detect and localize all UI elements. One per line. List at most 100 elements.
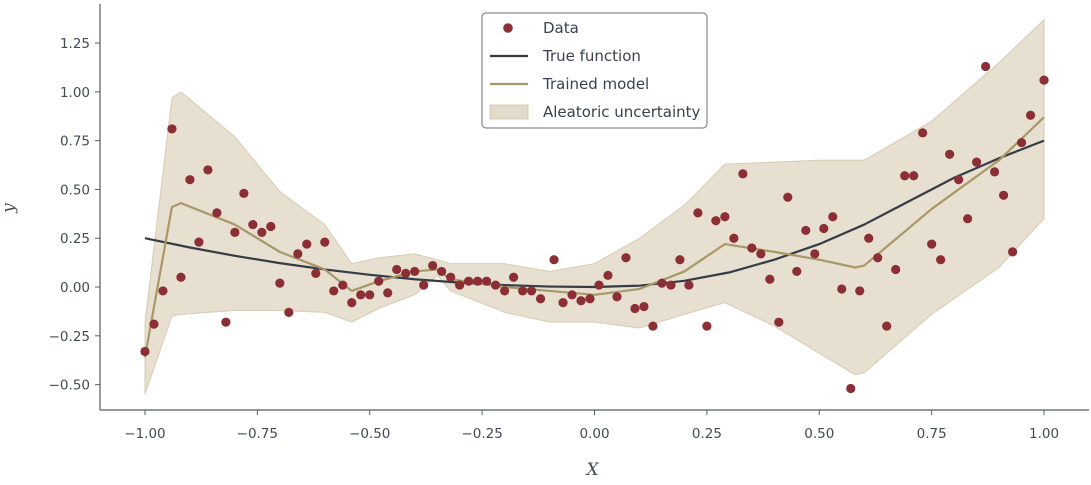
data-point [329,286,339,296]
true-function-line [144,139,1045,289]
data-point [266,221,276,232]
data-point [585,294,595,304]
data-point [998,190,1009,200]
data-point [293,249,303,259]
legend-box [481,12,708,129]
x-tick-label: 0.50 [804,426,834,442]
data-point [482,276,492,286]
data-point [720,212,730,222]
data-point [954,175,964,185]
data-point [576,296,586,306]
legend-data-marker [503,23,513,33]
data-point [284,307,294,318]
data-point [203,165,213,175]
data-point [747,243,757,253]
data-point [567,290,577,300]
data-point [549,255,559,265]
data-point [621,253,631,263]
data-point [657,278,667,288]
data-point [981,61,991,72]
data-point [158,286,168,296]
data-point [230,227,240,237]
data-point [410,266,420,277]
data-point [401,268,411,278]
data-point [526,286,537,296]
data-point [239,188,249,198]
data-point [517,286,528,296]
data-point [909,171,919,181]
data-point [499,286,510,296]
data-point [738,169,748,179]
data-point [140,346,150,357]
y-tick-label: 1.25 [60,36,90,52]
data-point [936,255,946,265]
y-tick-label: 0.25 [60,231,90,247]
data-point [801,225,811,236]
data-point [774,317,784,327]
legend: Data True function Trained model Aleator… [481,12,708,129]
data-point [603,270,613,280]
x-tick-label: −0.50 [349,426,390,442]
data-point [873,253,883,263]
data-point [1016,137,1027,148]
data-point [648,321,658,331]
y-tick-label: −0.50 [49,378,90,394]
data-point [176,272,186,282]
data-point [810,249,820,259]
legend-label-data: Data [543,19,579,37]
data-point [855,286,865,296]
data-point [792,266,802,277]
data-point [765,274,775,284]
data-point [338,280,348,290]
data-point [1025,110,1036,120]
data-point [837,284,847,294]
data-point [437,266,447,277]
data-points-layer [140,61,1049,394]
data-point [891,264,901,275]
y-ticks: −0.50 −0.25 0.00 0.25 0.50 0.75 1.00 1.25 [49,36,100,394]
data-point [846,383,856,394]
data-point [729,233,739,243]
data-point [702,321,712,331]
data-point [365,290,375,300]
data-point [419,280,429,290]
data-point [446,272,456,282]
legend-label-aleatoric-uncertainty: Aleatoric uncertainty [543,103,701,121]
data-point [675,255,685,265]
legend-uncertainty-swatch [489,104,529,120]
data-point [248,219,258,230]
data-point [900,171,910,181]
data-point [756,249,766,259]
data-point [558,298,568,308]
data-point [473,276,483,286]
x-tick-label: 0.25 [692,426,722,442]
y-tick-label: 0.00 [60,280,90,296]
data-point [963,214,973,224]
data-point [383,288,393,298]
data-point [783,192,793,202]
data-point [455,280,465,290]
data-point [594,280,604,290]
data-point [257,227,267,237]
x-axis-label: X [584,460,599,480]
data-point [927,239,937,249]
legend-label-true-function: True function [542,47,641,65]
data-point [828,212,838,222]
data-point [347,298,357,308]
data-point [639,301,649,312]
data-point [684,280,694,290]
data-point [1007,247,1018,257]
y-tick-label: 0.50 [60,182,90,198]
data-point [864,233,874,243]
x-tick-label: 1.00 [1029,426,1059,442]
y-tick-label: 0.75 [60,134,90,150]
data-point [464,276,474,286]
data-point [711,216,721,226]
data-point [221,317,231,327]
trained-model-line [143,116,1045,358]
aleatoric-uncertainty-band [144,18,1045,395]
x-ticks: −1.00 −0.75 −0.50 −0.25 0.00 0.25 0.50 0.75 1.00 [124,410,1059,442]
y-tick-label: 1.00 [60,85,90,101]
data-point [149,319,159,329]
